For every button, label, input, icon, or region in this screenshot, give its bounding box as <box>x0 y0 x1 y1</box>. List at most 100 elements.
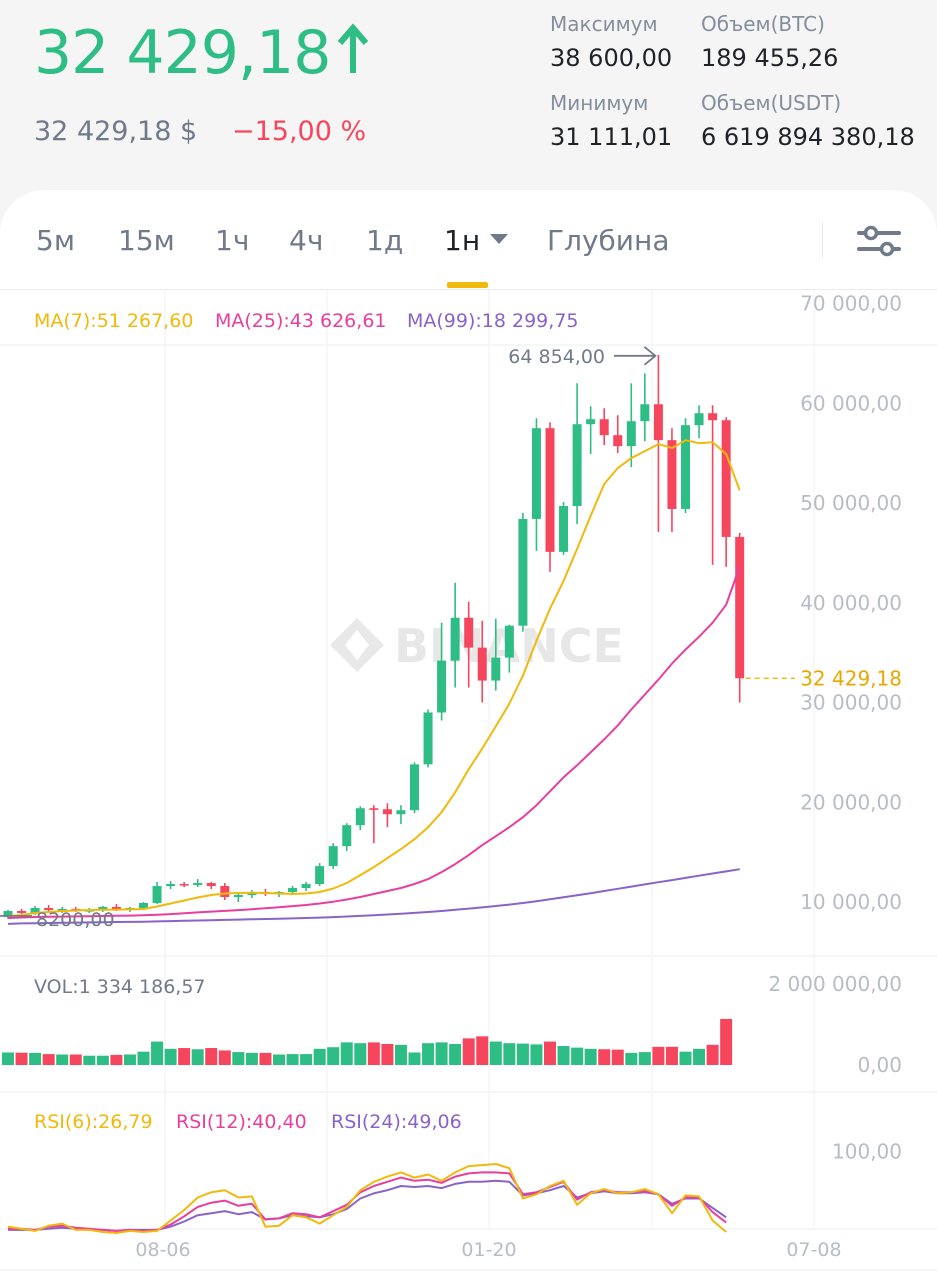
candle <box>396 805 406 825</box>
annotations: MA(7):51 267,60 MA(25):43 626,61 MA(99):18… <box>0 310 902 1133</box>
last-price-usd: 32 429,18 $ <box>34 116 198 147</box>
volume-bar <box>422 1043 435 1065</box>
candle-body <box>301 884 311 889</box>
candle-body <box>193 883 203 886</box>
tab-5m[interactable]: 5м <box>36 224 75 257</box>
candle <box>721 417 731 567</box>
volume-bar <box>259 1052 272 1065</box>
candle <box>369 805 379 844</box>
candle <box>220 883 230 901</box>
ma-lines <box>7 439 741 925</box>
candle <box>355 806 365 831</box>
candle-body <box>44 907 54 910</box>
candle-body <box>464 617 474 648</box>
candle-body <box>518 518 528 626</box>
candle <box>152 882 162 904</box>
candle-body <box>206 883 216 887</box>
tab-1w[interactable]: 1н <box>444 224 510 257</box>
candle <box>193 879 203 888</box>
candle <box>599 408 609 446</box>
volume-bar <box>503 1043 516 1065</box>
volume-bar <box>313 1048 326 1065</box>
candle-body <box>559 505 569 552</box>
rsi-lines <box>7 1163 727 1234</box>
volume-bar <box>408 1052 421 1065</box>
volume-bar <box>557 1046 570 1065</box>
tab-1d[interactable]: 1д <box>366 224 404 257</box>
volume-bar <box>693 1048 706 1065</box>
candle-body <box>545 428 555 552</box>
candlestick-chart[interactable]: BINANCE 70 000,00 60 000,00 50 000,00 40 00… <box>0 290 937 1280</box>
candle <box>437 622 447 721</box>
candle <box>423 709 433 768</box>
candle <box>450 582 460 688</box>
tab-depth[interactable]: Глубина <box>547 224 670 257</box>
ma99-line <box>7 868 740 925</box>
candle <box>17 908 27 914</box>
candle-body <box>504 625 514 658</box>
price-tick-label: 60 000,00 <box>800 391 902 415</box>
ma99-legend: MA(99):18 299,75 <box>407 310 579 332</box>
volume-bars <box>2 1018 733 1065</box>
volume-bar <box>679 1051 692 1065</box>
stat-vol-btc-value: 189 455,26 <box>701 44 839 72</box>
candle-body <box>342 825 352 847</box>
rsi12-legend: RSI(12):40,40 <box>176 1111 307 1133</box>
volume-tick-label: 2 000 000,00 <box>768 972 902 996</box>
price-tick-label: 20 000,00 <box>800 790 902 814</box>
candle <box>504 624 514 673</box>
volume-bar <box>286 1054 299 1065</box>
time-tick-label: 07-08 <box>786 1239 841 1261</box>
stat-high-value: 38 600,00 <box>550 44 673 72</box>
candle-body <box>708 413 718 421</box>
candle <box>531 418 541 551</box>
volume-tick-label: 0,00 <box>857 1053 902 1077</box>
candle-body <box>166 884 176 887</box>
interval-tabs: 5м 15м 1ч 4ч 1д 1н Глубина <box>0 190 937 290</box>
candle-body <box>450 617 460 661</box>
volume-bar <box>584 1048 597 1065</box>
stat-vol-btc-label: Объем(BTC) <box>701 12 825 36</box>
active-tab-indicator <box>447 282 488 288</box>
candle <box>315 863 325 887</box>
volume-bar <box>354 1043 367 1065</box>
candle-body <box>355 808 365 826</box>
candle <box>328 843 338 870</box>
price-tick-label: 30 000,00 <box>800 691 902 715</box>
candle <box>572 383 582 524</box>
volume-bar <box>245 1052 258 1065</box>
price-tick-label: 40 000,00 <box>800 591 902 615</box>
candle-body <box>98 906 108 910</box>
candle-body <box>721 420 731 537</box>
volume-bar <box>611 1049 624 1065</box>
volume-bar <box>340 1042 353 1065</box>
candle-body <box>30 907 40 913</box>
tab-divider <box>822 222 823 258</box>
tab-1h[interactable]: 1ч <box>215 224 250 257</box>
candle <box>206 882 216 890</box>
candle <box>518 512 528 632</box>
volume-bar <box>720 1018 733 1065</box>
volume-bar <box>29 1052 42 1065</box>
arrow-up-icon <box>338 23 369 73</box>
volume-bar <box>706 1044 719 1065</box>
stat-low-value: 31 111,01 <box>550 123 673 151</box>
watermark-logo: BINANCE <box>330 618 624 673</box>
candle <box>464 601 474 688</box>
tab-15m[interactable]: 15м <box>118 224 175 257</box>
candle-body <box>735 536 745 679</box>
tab-4h[interactable]: 4ч <box>289 224 324 257</box>
volume-bar <box>137 1051 150 1065</box>
sliders-icon[interactable] <box>856 224 902 258</box>
volume-bar <box>394 1044 407 1065</box>
volume-bar <box>273 1054 285 1065</box>
candle-body <box>477 647 487 681</box>
candle-body <box>694 413 704 426</box>
candle <box>301 882 311 892</box>
volume-bar <box>218 1050 231 1065</box>
volume-bar <box>178 1048 191 1065</box>
stat-vol-usdt-label: Объем(USDT) <box>701 91 842 115</box>
rsi6-line <box>7 1163 727 1234</box>
stat-low-label: Минимум <box>550 91 649 115</box>
ticker-header: 32 429,18 32 429,18 $ −15,00 % Максимум … <box>0 0 937 190</box>
